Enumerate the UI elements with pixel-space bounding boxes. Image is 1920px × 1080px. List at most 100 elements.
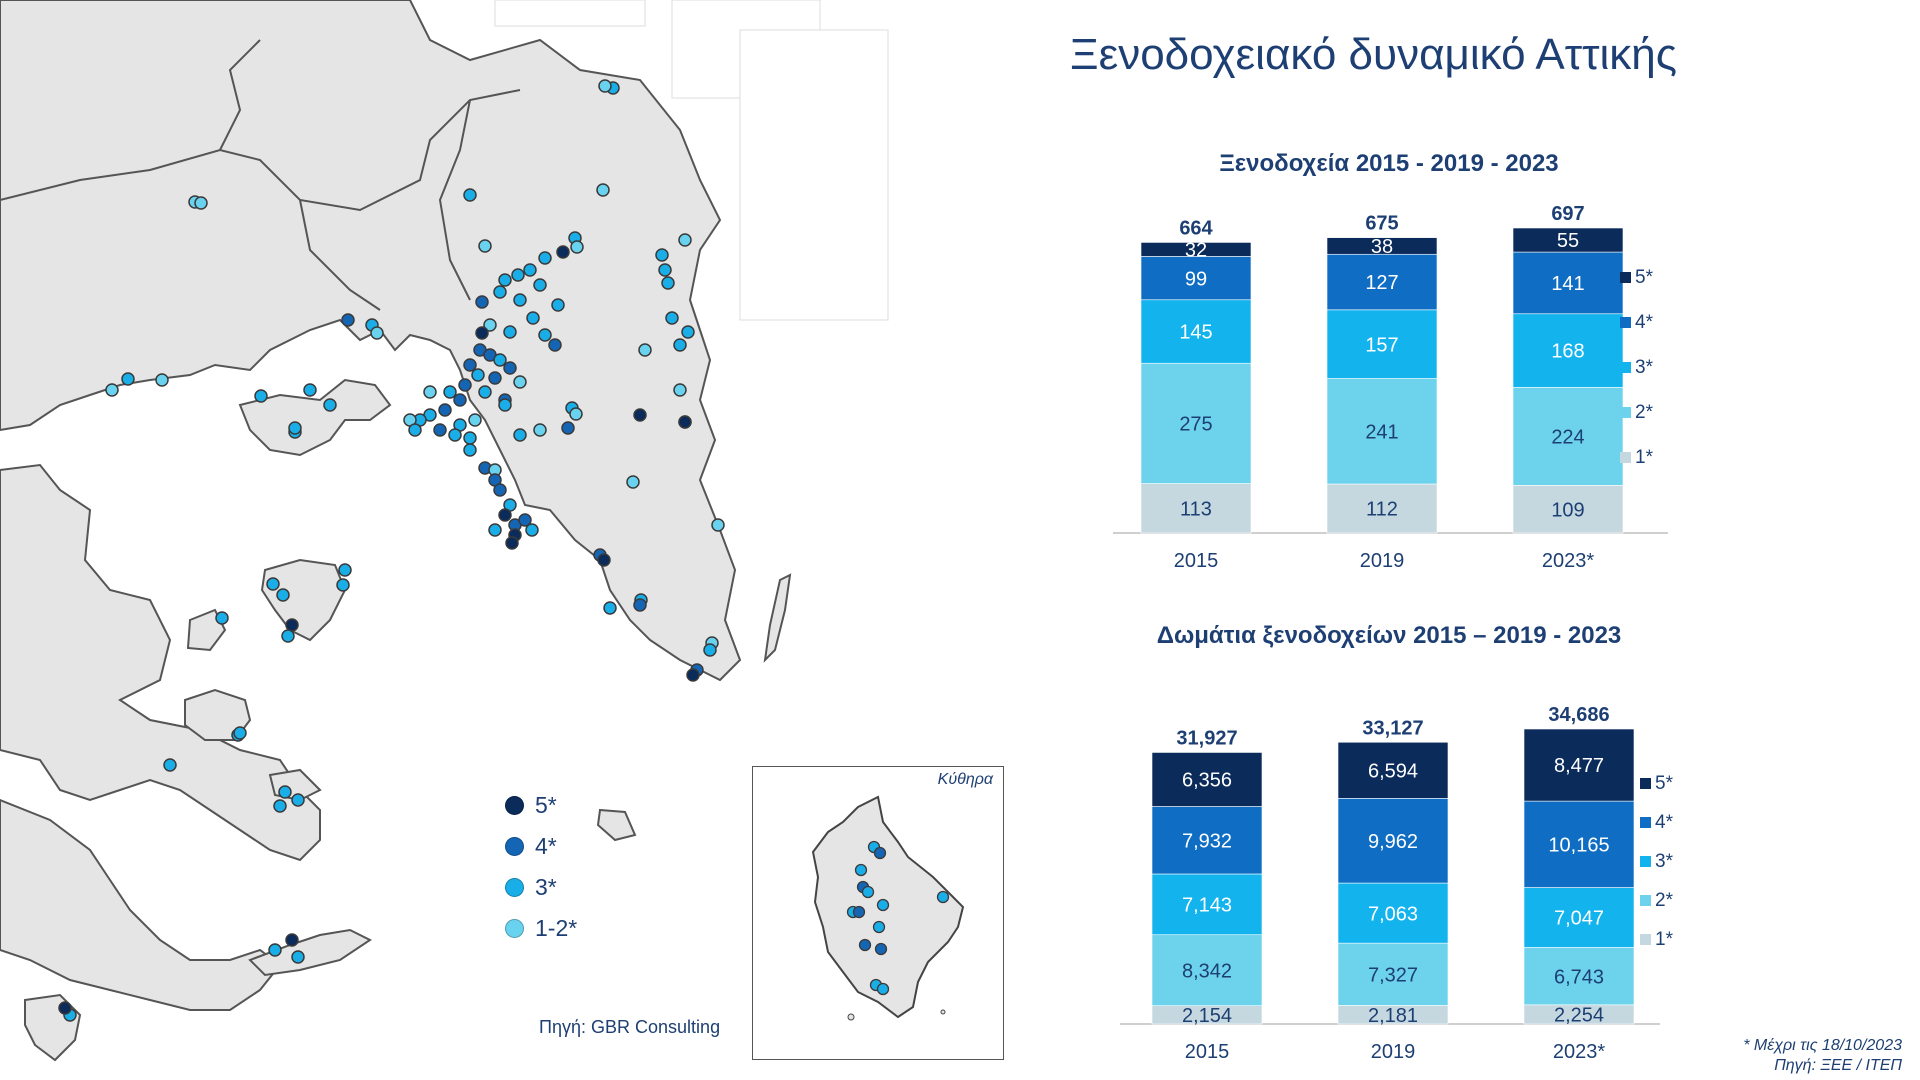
legend-swatch-icon (1620, 407, 1631, 418)
category-tick-label: 2023* (1553, 1041, 1605, 1063)
legend-label: 3* (1655, 851, 1674, 872)
bar-segment-2star-2019 (1326, 378, 1438, 485)
map-legend-item-5star: 5* (505, 785, 577, 826)
data-label: 168 (1551, 341, 1584, 363)
bar-segment-5star-2023 (1523, 728, 1635, 802)
total-label: 31,927 (1176, 727, 1237, 749)
footnote-date: * Μέχρι τις 18/10/2023 (1743, 1037, 1902, 1054)
data-label: 113 (1180, 498, 1212, 520)
bar-segment-5star-2019 (1326, 237, 1438, 255)
bar-segment-4star-2023 (1512, 251, 1624, 315)
data-label: 7,063 (1368, 903, 1418, 925)
category-tick-label: 2015 (1174, 550, 1219, 572)
bar-segment-3star-2015 (1151, 873, 1263, 936)
legend-label: 4* (1635, 312, 1654, 333)
data-label: 10,165 (1548, 835, 1609, 857)
bar-segment-4star-2015 (1140, 256, 1252, 301)
legend-label: 5* (1655, 773, 1674, 794)
footnote-source: Πηγή: ΞΕΕ / ΙΤΕΠ (1774, 1057, 1902, 1074)
bar-segment-1star-2019 (1326, 483, 1438, 534)
map-legend: 5* 4* 3* 1-2* (505, 785, 577, 949)
data-label: 8,342 (1182, 960, 1232, 982)
data-label: 2,181 (1368, 1005, 1418, 1027)
legend-swatch-icon (1620, 362, 1631, 373)
total-label: 664 (1179, 217, 1213, 239)
bar-segment-2star-2015 (1140, 362, 1252, 484)
bar-segment-3star-2019 (1326, 309, 1438, 379)
legend-label: 1* (1635, 447, 1654, 468)
legend-swatch-icon (1640, 934, 1651, 945)
legend-label: 4* (1655, 812, 1674, 833)
map-legend-label: 1-2* (535, 915, 578, 941)
data-label: 157 (1365, 334, 1398, 356)
data-label: 38 (1371, 236, 1393, 258)
bar-segment-5star-2015 (1151, 752, 1263, 807)
data-label: 6,594 (1368, 760, 1418, 782)
data-label: 145 (1179, 322, 1212, 344)
legend-dot-icon (505, 919, 524, 938)
page-title: Ξενοδοχειακό δυναμικό Αττικής (1070, 30, 1677, 79)
map-source: Πηγή: GBR Consulting (539, 1017, 721, 1037)
category-tick-label: 2015 (1185, 1041, 1230, 1063)
data-label: 9,962 (1368, 831, 1418, 853)
legend-dot-icon (505, 796, 524, 815)
data-label: 141 (1551, 273, 1584, 295)
legend-dot-icon (505, 837, 524, 856)
data-label: 7,932 (1182, 830, 1232, 852)
total-label: 697 (1551, 203, 1584, 225)
kythira-inset: Κύθηρα (752, 766, 1004, 1060)
data-label: 241 (1365, 421, 1398, 443)
data-label: 109 (1551, 499, 1584, 521)
attica-hotel-map (0, 0, 889, 1062)
data-label: 55 (1557, 230, 1579, 252)
legend-swatch-icon (1640, 778, 1651, 789)
legend-swatch-icon (1640, 856, 1651, 867)
category-tick-label: 2019 (1360, 550, 1405, 572)
data-label: 112 (1366, 499, 1398, 521)
bar-segment-5star-2019 (1337, 741, 1449, 799)
bar-segment-5star-2015 (1140, 242, 1252, 257)
map-land (0, 0, 792, 1062)
kythira-map (811, 795, 965, 1021)
bar-segment-2star-2023 (1523, 947, 1635, 1006)
data-label: 224 (1551, 426, 1584, 448)
total-label: 33,127 (1362, 717, 1423, 739)
legend-dot-icon (505, 878, 524, 897)
bar-segment-4star-2019 (1337, 798, 1449, 884)
legend-swatch-icon (1620, 317, 1631, 328)
map-legend-item-4star: 4* (505, 826, 577, 867)
chart-hotels-title: Ξενοδοχεία 2015 - 2019 - 2023 (1219, 150, 1559, 177)
bar-segment-4star-2023 (1523, 800, 1635, 888)
bar-segment-4star-2015 (1151, 806, 1263, 875)
category-tick-label: 2023* (1542, 550, 1594, 572)
category-tick-label: 2019 (1371, 1041, 1416, 1063)
legend-swatch-icon (1640, 895, 1651, 906)
legend-label: 1* (1655, 929, 1674, 950)
map-legend-label: 3* (535, 874, 557, 900)
legend-label: 2* (1635, 402, 1654, 423)
data-label: 7,143 (1182, 895, 1232, 917)
bar-segment-2star-2015 (1151, 934, 1263, 1006)
bar-segment-1star-2015 (1140, 483, 1252, 534)
bar-segment-3star-2023 (1523, 887, 1635, 948)
chart-rooms: 2,154 8,342 7,143 7,932 6,356 31,927 2015 2,181… (1120, 704, 1674, 1063)
footnote: * Μέχρι τις 18/10/2023 Πηγή: ΞΕΕ / ΙΤΕΠ (1743, 1036, 1902, 1076)
bar-segment-2star-2019 (1337, 942, 1449, 1006)
data-label: 6,743 (1554, 966, 1604, 988)
map-legend-item-3star: 3* (505, 867, 577, 908)
legend-label: 5* (1635, 267, 1654, 288)
bar-segment-3star-2015 (1140, 299, 1252, 364)
legend-swatch-icon (1620, 452, 1631, 463)
total-label: 34,686 (1548, 704, 1609, 726)
data-label: 7,047 (1554, 908, 1604, 930)
legend-label: 3* (1635, 357, 1654, 378)
legend-swatch-icon (1640, 817, 1651, 828)
hotel-markers (58, 79, 725, 1022)
kythira-inset-label: Κύθηρα (937, 771, 993, 788)
map-borders (0, 39, 521, 311)
data-label: 7,327 (1368, 964, 1418, 986)
bar-segment-2star-2023 (1512, 386, 1624, 486)
map-legend-label: 5* (535, 792, 557, 818)
data-label: 2,154 (1182, 1005, 1232, 1027)
map-legend-item-1-2star: 1-2* (505, 908, 577, 949)
